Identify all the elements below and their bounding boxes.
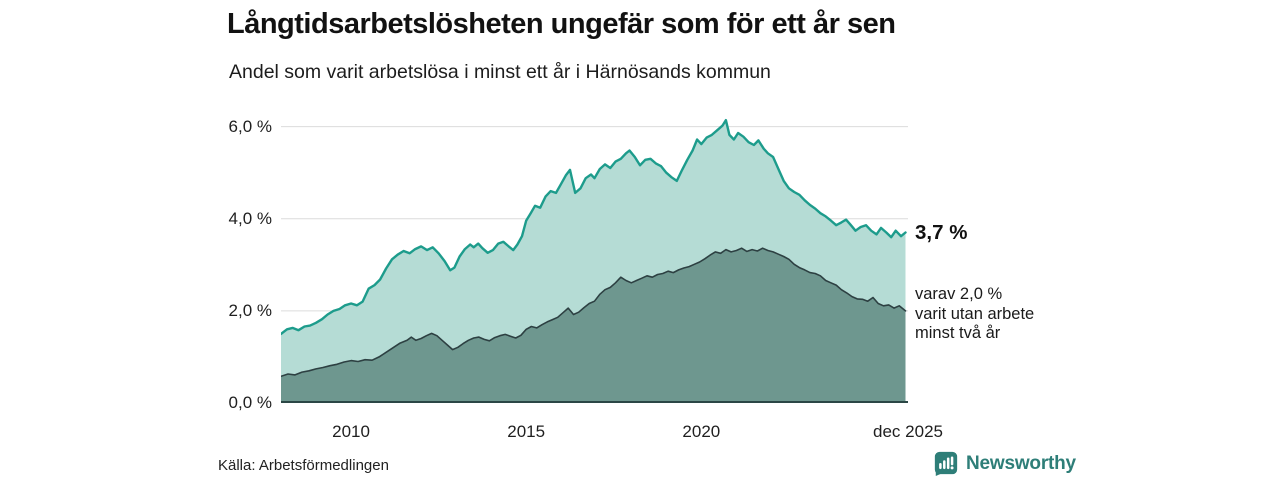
newsworthy-badge-icon <box>934 451 958 477</box>
x-tick-label: 2015 <box>507 422 546 441</box>
annotation-line: minst två år <box>915 324 1001 342</box>
x-tick-label: 2020 <box>682 422 721 441</box>
y-tick-label: 4,0 % <box>228 208 272 228</box>
x-tick-label: 2010 <box>332 422 370 441</box>
area-chart-svg <box>281 118 908 403</box>
source-label: Källa: Arbetsförmedlingen <box>218 457 389 474</box>
newsworthy-logo[interactable]: Newsworthy <box>933 450 1076 477</box>
y-tick-label: 2,0 % <box>228 300 272 320</box>
x-tick-label: dec 2025 <box>873 422 943 441</box>
end-value-label: 3,7 % <box>915 221 968 244</box>
page-title: Långtidsarbetslösheten ungefär som för e… <box>227 8 896 40</box>
annotation-line: varit utan arbete <box>915 304 1035 323</box>
y-tick-label: 6,0 % <box>228 116 272 136</box>
series2-annotation: varav 2,0 % varit utan arbete minst två … <box>915 285 1034 344</box>
y-tick-label: 0,0 % <box>228 393 272 412</box>
newsworthy-wordmark: Newsworthy <box>966 452 1076 474</box>
annotation-line: varav 2,0 % <box>915 285 1003 303</box>
chart-subtitle: Andel som varit arbetslösa i minst ett å… <box>229 61 771 83</box>
